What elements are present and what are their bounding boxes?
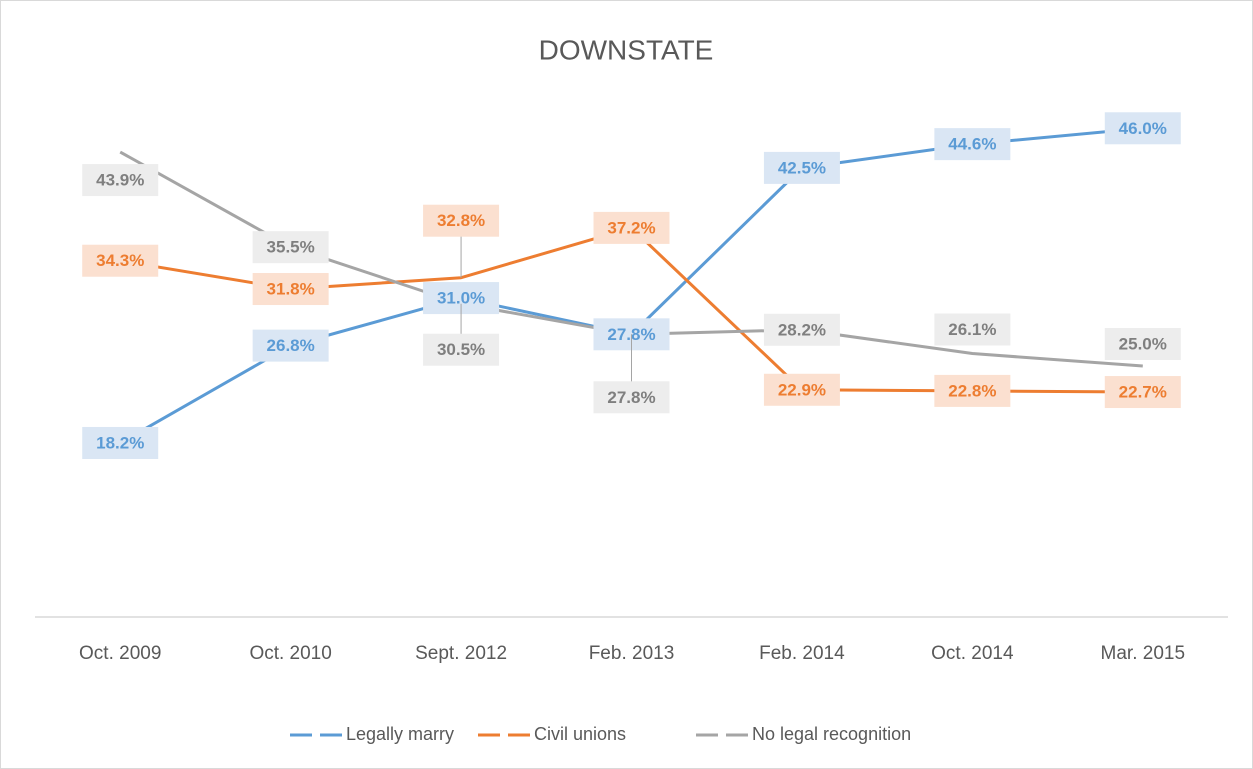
x-tick-label: Sept. 2012 [415, 643, 507, 664]
legend-label: No legal recognition [752, 724, 911, 744]
label-box [934, 313, 1011, 346]
label-box [763, 313, 840, 346]
data-label: 22.9% [778, 380, 826, 399]
data-label: 30.5% [437, 340, 485, 359]
data-label: 26.1% [948, 320, 996, 339]
x-tick-label: Feb. 2013 [589, 643, 675, 664]
data-label: 31.0% [437, 289, 485, 308]
data-label: 34.3% [96, 251, 144, 270]
data-label: 27.8% [607, 388, 655, 407]
chart-title: DOWNSTATE [539, 34, 714, 65]
label-box [82, 426, 159, 459]
label-box [423, 333, 500, 366]
label-box [252, 329, 329, 362]
data-label: 35.5% [267, 238, 315, 257]
data-label: 18.2% [96, 433, 144, 452]
data-label: 22.8% [948, 381, 996, 400]
data-label: 27.8% [607, 325, 655, 344]
label-box [423, 204, 500, 237]
data-label: 26.8% [267, 336, 315, 355]
data-label: 37.2% [607, 218, 655, 237]
label-box [252, 231, 329, 264]
label-box [1104, 328, 1181, 360]
data-label: 28.2% [778, 320, 826, 339]
legend-label: Civil unions [534, 724, 626, 744]
label-box [82, 164, 159, 197]
data-label: 31.8% [267, 280, 315, 299]
label-box [593, 381, 670, 414]
data-label: 25.0% [1119, 334, 1167, 353]
label-box [763, 151, 840, 184]
data-label: 46.0% [1119, 119, 1167, 138]
data-label: 32.8% [437, 211, 485, 230]
x-tick-label: Mar. 2015 [1101, 643, 1186, 664]
label-box [934, 374, 1011, 407]
data-label: 42.5% [778, 158, 826, 177]
data-label: 44.6% [948, 135, 996, 154]
label-box [763, 373, 840, 406]
data-label: 22.7% [1119, 383, 1167, 402]
data-label: 43.9% [96, 171, 144, 190]
x-tick-label: Oct. 2010 [249, 643, 331, 664]
label-box [1104, 112, 1181, 145]
x-tick-label: Oct. 2009 [79, 643, 161, 664]
label-box [934, 128, 1011, 161]
label-box [1104, 376, 1181, 409]
label-box [252, 273, 329, 306]
label-box [82, 244, 159, 277]
x-tick-label: Oct. 2014 [931, 643, 1014, 664]
x-tick-label: Feb. 2014 [759, 643, 845, 664]
legend-label: Legally marry [346, 724, 454, 744]
label-box [593, 211, 670, 244]
